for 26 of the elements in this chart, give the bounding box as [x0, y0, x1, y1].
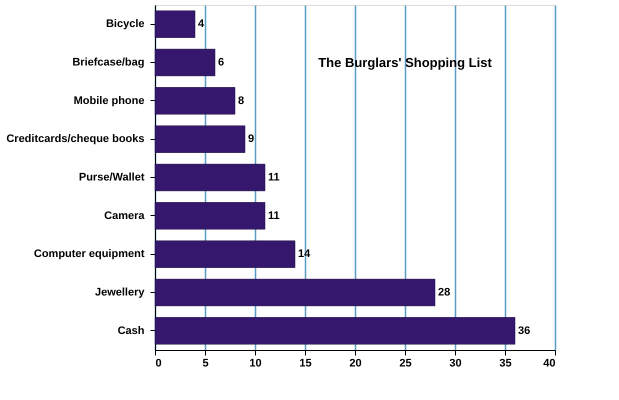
x-tick-label: 0 [156, 358, 162, 370]
data-label: 8 [238, 94, 244, 107]
y-tick-label: Creditcards/cheque books [6, 133, 144, 146]
x-tick-label: 40 [543, 358, 556, 370]
y-tick-label: Jewellery [94, 286, 146, 298]
x-tick-label: 10 [249, 358, 262, 370]
x-tick-label: 30 [449, 358, 462, 370]
x-tick-label: 15 [299, 358, 312, 370]
data-label: 28 [438, 286, 450, 298]
data-label: 4 [198, 18, 205, 30]
data-label: 6 [218, 56, 224, 68]
y-tick-label: Bicycle [106, 18, 144, 30]
data-label: 11 [268, 210, 280, 222]
y-tick-label: Camera [104, 210, 146, 222]
y-tick-label: Cash [118, 324, 145, 337]
data-label: 9 [248, 133, 254, 146]
y-tick-label: Computer equipment [34, 248, 145, 260]
x-tick-label: 25 [399, 358, 412, 370]
data-label: 36 [518, 324, 530, 337]
x-tick-label: 5 [202, 358, 209, 370]
data-label: 11 [268, 172, 280, 184]
y-tick-label: Briefcase/bag [72, 56, 144, 68]
x-tick-label: 35 [499, 358, 512, 370]
x-tick-label: 20 [349, 358, 362, 370]
y-tick-label: Purse/Wallet [78, 172, 145, 184]
y-tick-label: Mobile phone [74, 94, 144, 107]
